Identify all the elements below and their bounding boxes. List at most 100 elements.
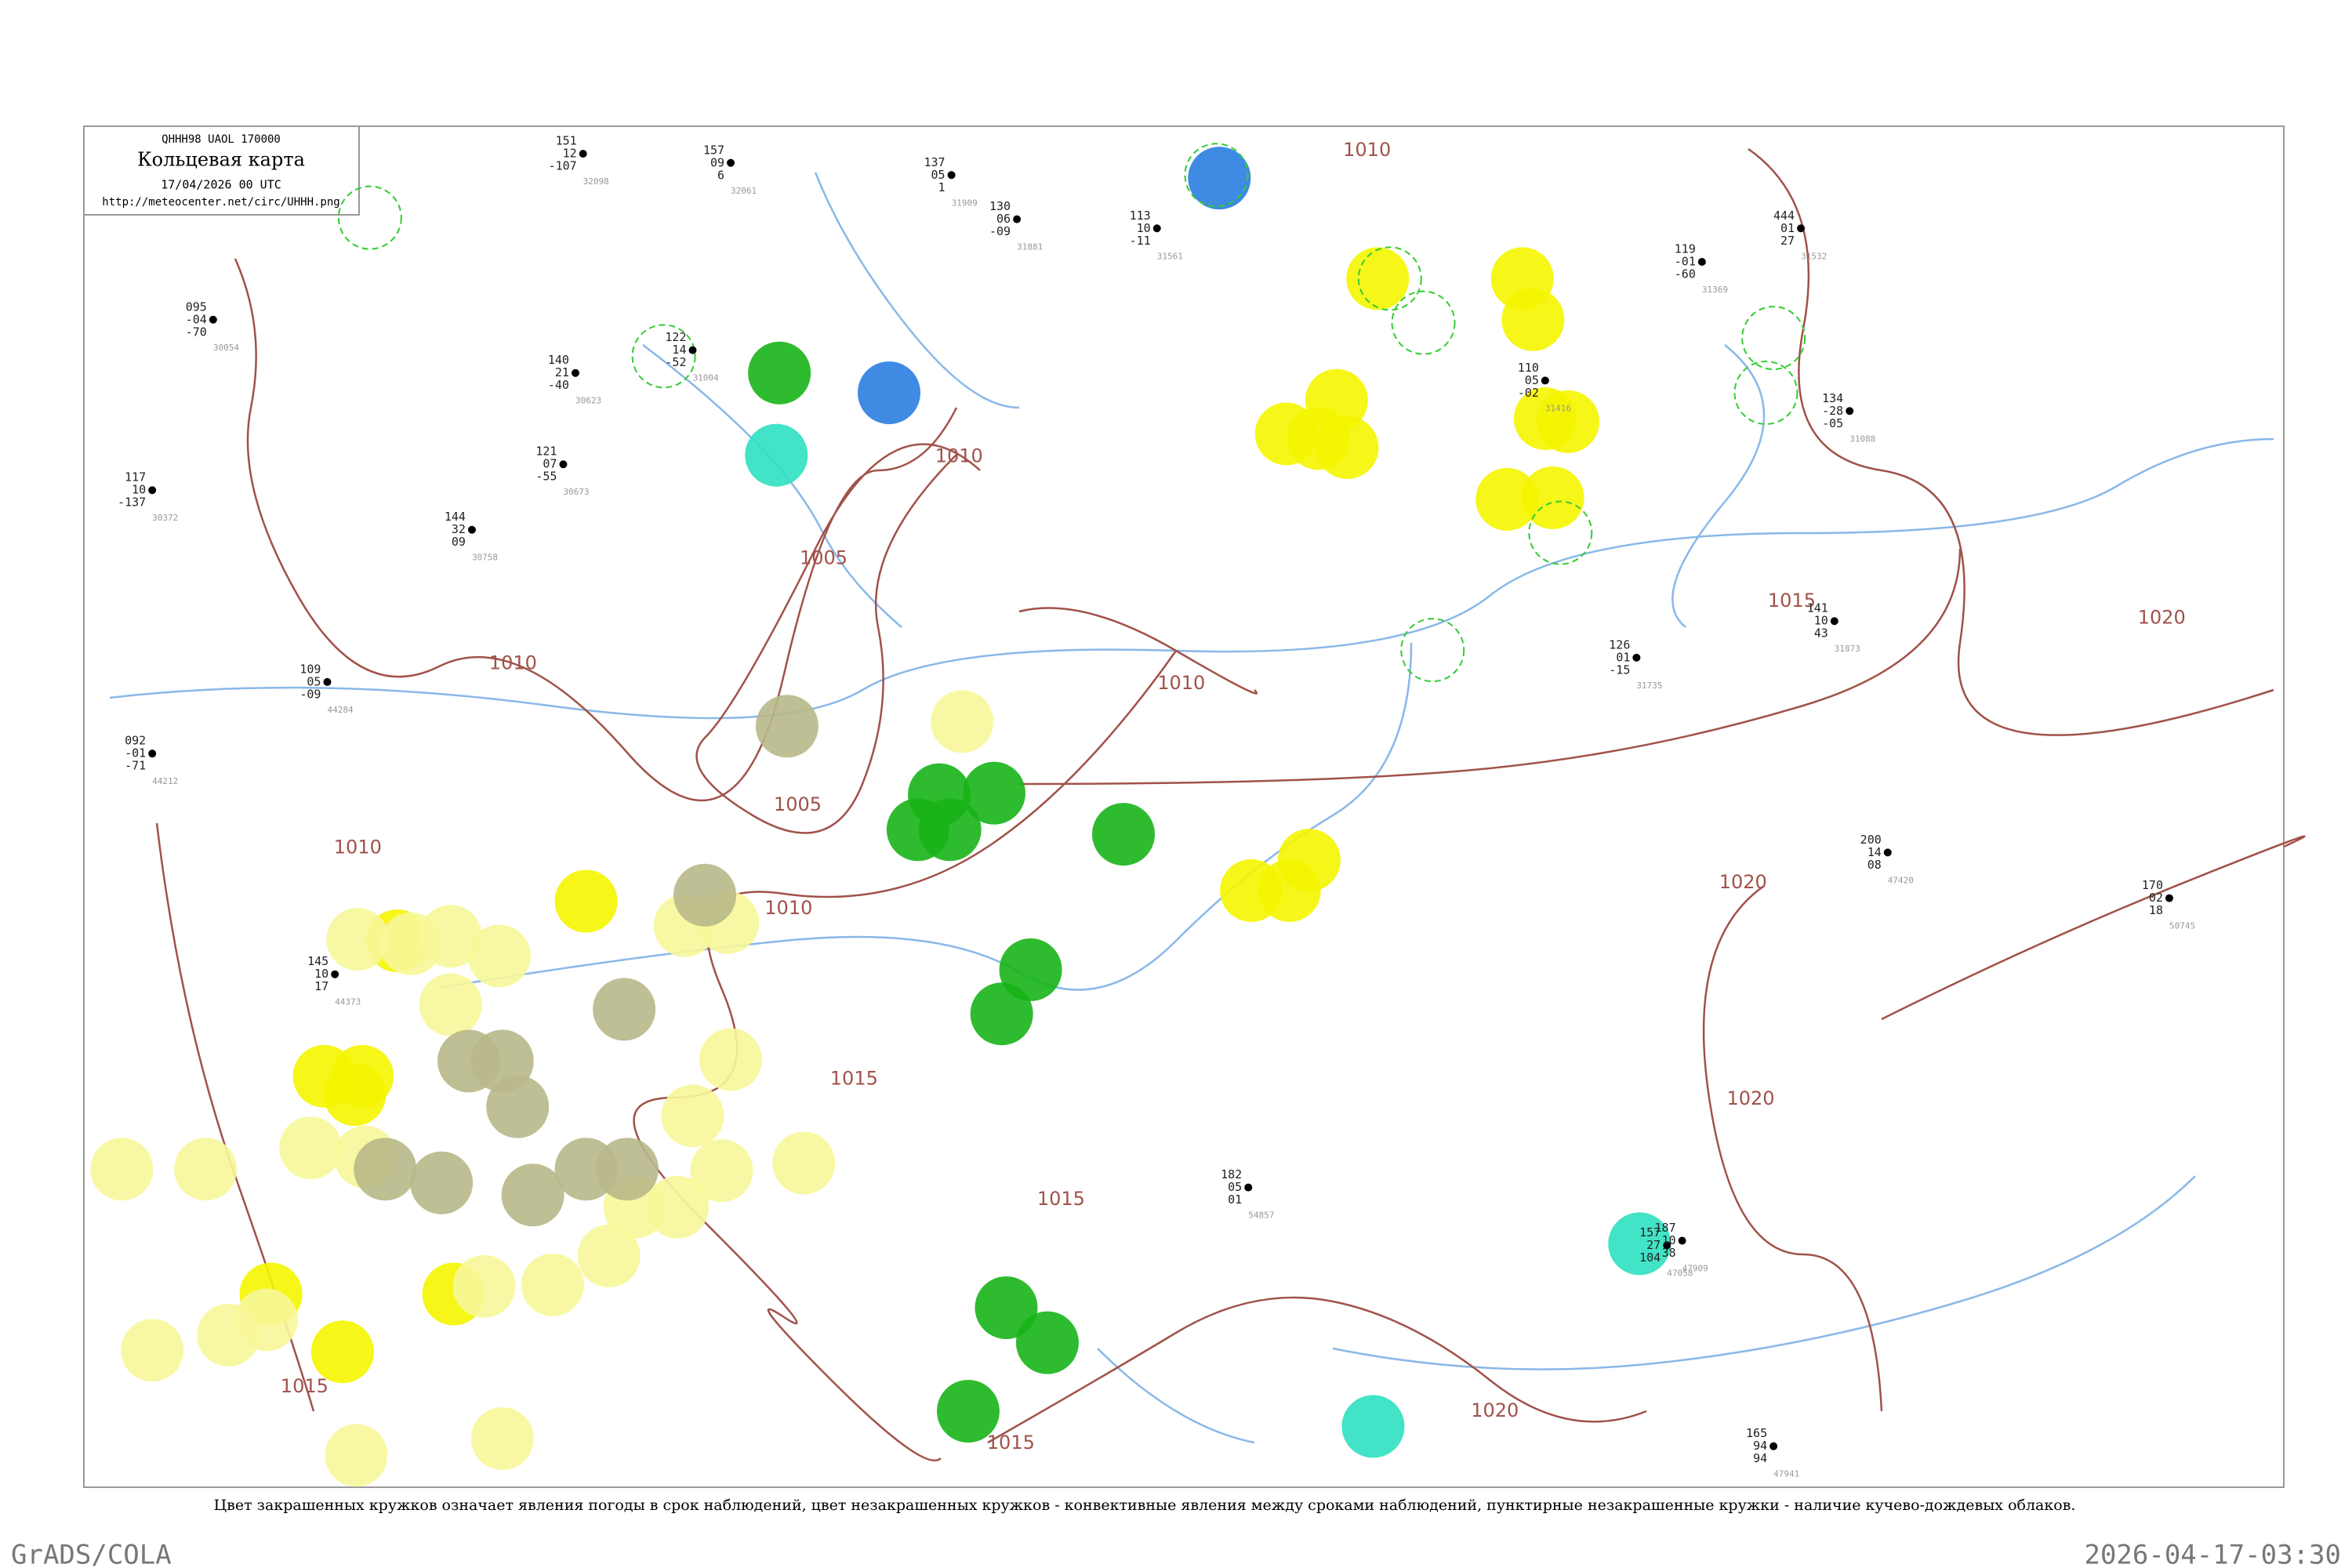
weather-circle	[486, 1075, 550, 1138]
station-value: 187	[1655, 1221, 1676, 1235]
station-id: 31909	[952, 198, 978, 208]
station-value: -01	[125, 746, 146, 760]
weather-circle	[90, 1138, 154, 1201]
station-value: -09	[299, 687, 321, 701]
station-id: 30054	[213, 343, 239, 353]
weather-circle	[596, 1138, 659, 1201]
station-dot	[1663, 1241, 1671, 1250]
station-value: 110	[1518, 361, 1539, 375]
station-value: 05	[931, 168, 946, 182]
station-value: -107	[549, 159, 577, 173]
weather-circle	[1475, 467, 1539, 531]
station-value: 01	[1780, 221, 1795, 235]
station-value: 43	[1814, 626, 1828, 641]
station-value: 01	[1616, 650, 1630, 664]
station-dot	[2165, 894, 2173, 902]
weather-circle	[354, 1138, 417, 1201]
station-dot	[571, 368, 579, 377]
station-id: 31416	[1545, 403, 1571, 413]
isobar-label: 1005	[800, 547, 848, 569]
station-value: 94	[1753, 1451, 1767, 1465]
legend-caption: Цвет закрашенных кружков означает явлени…	[214, 1497, 2076, 1514]
station-value: -02	[1518, 386, 1539, 400]
isobar-label: 1015	[1037, 1188, 1085, 1210]
isobar-lines	[155, 147, 2306, 1462]
weather-circle	[410, 1151, 474, 1214]
isobar-label: 1010	[935, 445, 983, 467]
station-value: 09	[452, 535, 466, 549]
station-id: 32098	[583, 176, 609, 187]
station-value: 113	[1130, 209, 1151, 223]
weather-circle	[970, 982, 1033, 1046]
station-id: 44284	[327, 705, 353, 715]
weather-circle	[174, 1138, 238, 1201]
station-value: 09	[710, 155, 724, 169]
station-id: 54857	[1248, 1210, 1274, 1221]
station-value: 02	[2149, 891, 2163, 905]
isobar-label: 1010	[334, 837, 382, 858]
weather-circle	[748, 341, 811, 405]
station-value: 01	[1228, 1192, 1242, 1207]
isobar-label: 1010	[489, 652, 537, 674]
station-value: 104	[1639, 1250, 1661, 1265]
station-value: 165	[1746, 1426, 1767, 1440]
weather-circle	[1537, 390, 1599, 453]
weather-circle	[1092, 803, 1156, 866]
station-value: -137	[118, 495, 146, 510]
station-dot	[1697, 257, 1706, 266]
station-value: -52	[665, 355, 686, 369]
station-value: 14	[1867, 845, 1882, 859]
station-id: 31532	[1801, 251, 1827, 261]
station-value: -28	[1822, 404, 1843, 418]
weather-circle	[962, 761, 1025, 825]
station-id: 30623	[575, 396, 601, 406]
weather-circle	[1277, 829, 1341, 892]
station-value: 200	[1860, 833, 1882, 847]
station-value: 140	[548, 353, 569, 367]
station-value: 095	[186, 299, 207, 314]
station-value: 10	[1137, 221, 1151, 235]
weather-circle	[326, 908, 390, 971]
weather-circle	[1501, 288, 1565, 351]
station-value: 18	[2149, 903, 2163, 917]
station-value: 126	[1609, 637, 1630, 652]
station-value: 157	[1639, 1225, 1661, 1240]
weather-circle	[673, 863, 737, 927]
station-value: 117	[125, 470, 146, 485]
cb-circle	[337, 185, 402, 250]
station-value: 119	[1675, 241, 1696, 256]
station-dot	[947, 171, 956, 180]
weather-circle	[857, 361, 920, 424]
map-frame	[83, 125, 2285, 1488]
weather-circle	[1316, 416, 1379, 479]
weather-circle	[936, 1380, 1000, 1443]
station-dot	[1797, 224, 1806, 233]
station-value: 10	[132, 483, 146, 497]
station-value: 05	[307, 674, 321, 688]
station-value: 07	[543, 457, 557, 471]
station-id: 47941	[1773, 1469, 1799, 1479]
station-value: 27	[1646, 1238, 1661, 1252]
station-value: 1	[938, 180, 946, 194]
station-value: -11	[1130, 234, 1151, 248]
isobar-label: 1020	[1471, 1399, 1519, 1421]
station-id: 31881	[1017, 242, 1043, 252]
station-value: 092	[125, 734, 146, 748]
station-id: 31004	[692, 373, 718, 383]
station-dot	[1769, 1442, 1778, 1450]
weather-circle	[379, 912, 443, 975]
station-id: 47420	[1888, 875, 1914, 885]
station-value: 134	[1822, 391, 1843, 405]
station-dot	[209, 315, 217, 324]
weather-circle	[310, 1320, 374, 1384]
weather-circle	[1015, 1311, 1079, 1374]
station-value: -71	[125, 759, 146, 773]
station-value: -09	[989, 224, 1011, 238]
weather-circle	[323, 1063, 387, 1127]
isobar-label: 1020	[1719, 871, 1767, 893]
station-value: 10	[1662, 1233, 1676, 1247]
cb-circle	[1391, 290, 1456, 355]
station-dot	[1152, 224, 1161, 233]
weather-circle	[593, 978, 656, 1041]
